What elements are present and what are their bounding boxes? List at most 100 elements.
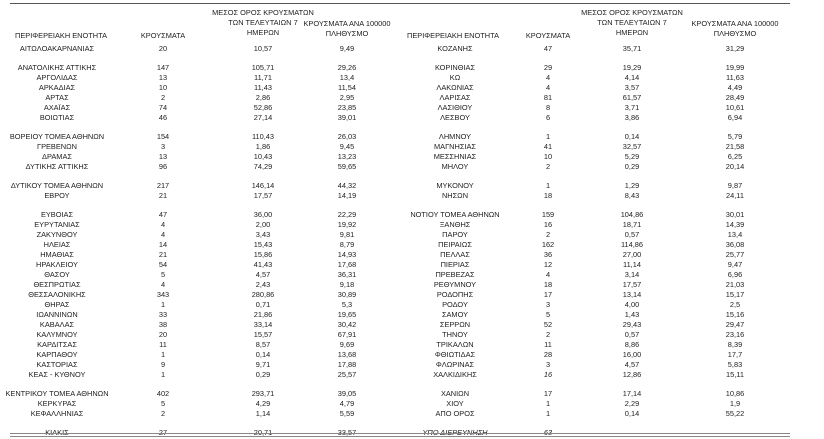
header-per100k-line2: ΠΛΗΘΥΣΜΟ (325, 29, 369, 38)
per100k-value: 26,03 (337, 132, 357, 141)
avg-7day-value: 0,71 (255, 300, 271, 309)
region-name: ΘΕΣΠΡΩΤΙΑΣ (33, 280, 81, 289)
per100k-value: 30,89 (337, 290, 357, 299)
per100k-value: 55,22 (725, 409, 745, 418)
region-name: ΚΑΛΥΜΝΟΥ (36, 330, 78, 339)
region-name: ΔΥΤΙΚΟΥ ΤΟΜΕΑ ΑΘΗΝΩΝ (10, 181, 104, 190)
avg-7day-value: 2,00 (255, 220, 271, 229)
cases-value: 5 (160, 399, 166, 408)
avg-7day-value: 15,43 (253, 240, 273, 249)
avg-7day-value: 11,14 (623, 260, 641, 269)
region-name: ΚΑΡΔΙΤΣΑΣ (37, 340, 77, 349)
avg-7day-value: 105,71 (251, 63, 275, 72)
per100k-value: 9,47 (727, 260, 743, 269)
region-name: ΕΥΡΥΤΑΝΙΑΣ (34, 220, 80, 229)
per100k-value: 33,57 (337, 428, 357, 437)
per100k-value: 5,59 (339, 409, 355, 418)
region-name: ΧΑΝΙΩΝ (440, 389, 470, 398)
cases-value: 4 (160, 230, 166, 239)
per100k-value: 17,7 (727, 350, 743, 359)
cases-value: 96 (158, 162, 168, 171)
top-rule (10, 3, 790, 4)
per100k-value: 5,83 (727, 360, 743, 369)
cases-value: 14 (158, 240, 168, 249)
region-name: ΚΟΖΑΝΗΣ (437, 44, 473, 53)
avg-7day-value: 0,14 (255, 350, 271, 359)
cases-value: 11 (544, 340, 552, 349)
avg-7day-value: 27,14 (253, 113, 273, 122)
per100k-value: 13,4 (339, 73, 355, 82)
avg-7day-value: 114,86 (620, 240, 644, 249)
cases-value: 8 (545, 103, 551, 112)
per100k-value: 15,17 (725, 290, 745, 299)
region-name: ΒΟΡΕΙΟΥ ΤΟΜΕΑ ΑΘΗΝΩΝ (9, 132, 105, 141)
cases-value: 10 (543, 152, 553, 161)
region-name: ΜΑΓΝΗΣΙΑΣ (434, 142, 476, 151)
cases-value: 27 (158, 428, 168, 437)
avg-7day-value: 4,14 (624, 73, 640, 82)
avg-7day-value: 0,57 (624, 230, 640, 239)
per100k-value: 22,29 (337, 210, 357, 219)
avg-7day-value: 16,00 (622, 350, 642, 359)
per100k-value: 36,31 (337, 270, 357, 279)
cases-value: 2 (545, 230, 551, 239)
region-name: ΝΟΤΙΟΥ ΤΟΜΕΑ ΑΘΗΝΩΝ (410, 210, 500, 219)
region-name: ΞΑΝΘΗΣ (439, 220, 471, 229)
cases-value: 147 (156, 63, 170, 72)
cases-value: 47 (158, 210, 168, 219)
avg-7day-value: 4,57 (624, 360, 640, 369)
cases-value: 13 (158, 73, 168, 82)
per100k-value: 14,39 (725, 220, 745, 229)
region-name: ΕΥΒΟΙΑΣ (40, 210, 74, 219)
cases-value: 36 (543, 250, 553, 259)
per100k-value: 28,49 (725, 93, 745, 102)
avg-7day-value: 17,57 (622, 280, 642, 289)
per100k-value: 15,11 (726, 370, 744, 379)
header-cases: ΚΡΟΥΣΜΑΤΑ (140, 31, 186, 40)
region-name: ΑΡΓΟΛΙΔΑΣ (36, 73, 78, 82)
avg-7day-value: 0,57 (624, 330, 640, 339)
avg-7day-value: 15,86 (253, 250, 273, 259)
avg-7day-value: 27,00 (622, 250, 642, 259)
header-avg-line2: ΤΩΝ ΤΕΛΕΥΤΑΙΩΝ 7 (228, 18, 298, 27)
region-name: ΑΠΟ ΟΡΟΣ (435, 409, 475, 418)
avg-7day-value: 2,43 (255, 280, 271, 289)
header-avg-line3: ΗΜΕΡΩΝ (615, 28, 649, 37)
cases-value: 33 (158, 310, 168, 319)
cases-value: 1 (545, 181, 551, 190)
avg-7day-value: 0,14 (624, 409, 640, 418)
cases-value: 63 (543, 428, 553, 437)
per100k-value: 4,49 (727, 83, 743, 92)
header-avg-line1: ΜΕΣΟΣ ΟΡΟΣ ΚΡΟΥΣΜΑΤΩΝ (212, 8, 314, 17)
avg-7day-value: 8,43 (624, 191, 640, 200)
per100k-value: 59,65 (337, 162, 357, 171)
per100k-value: 9,45 (339, 142, 355, 151)
avg-7day-value: 11,71 (254, 73, 272, 82)
region-name: ΑΡΤΑΣ (45, 93, 69, 102)
region-name: ΛΕΣΒΟΥ (440, 113, 470, 122)
header-per100k-line1: ΚΡΟΥΣΜΑΤΑ ΑΝΑ 100000 (303, 19, 391, 28)
avg-7day-value: 3,57 (624, 83, 640, 92)
left-table: ΠΕΡΙΦΕΡΕΙΑΚΗ ΕΝΟΤΗΤΑ ΚΡΟΥΣΜΑΤΑ ΜΕΣΟΣ ΟΡΟ… (5, 8, 391, 437)
region-name: ΚΕΑΣ - ΚΥΘΝΟΥ (28, 370, 86, 379)
region-name: ΚΑΣΤΟΡΙΑΣ (36, 360, 78, 369)
region-name: ΜΥΚΟΝΟΥ (436, 181, 474, 190)
per100k-value: 9,87 (727, 181, 743, 190)
per100k-value: 5,79 (727, 132, 743, 141)
header-region: ΠΕΡΙΦΕΡΕΙΑΚΗ ΕΝΟΤΗΤΑ (407, 31, 499, 40)
header-avg: ΜΕΣΟΣ ΟΡΟΣ ΚΡΟΥΣΜΑΤΩΝ ΤΩΝ ΤΕΛΕΥΤΑΙΩΝ 7 Η… (572, 8, 692, 38)
header-cases: ΚΡΟΥΣΜΑΤΑ (525, 31, 571, 40)
per100k-value: 9,69 (339, 340, 355, 349)
cases-value: 17 (543, 290, 553, 299)
cases-value: 159 (541, 210, 555, 219)
avg-7day-value: 3,14 (624, 270, 640, 279)
per100k-value: 11,54 (338, 83, 356, 92)
region-name: ΖΑΚΥΝΘΟΥ (36, 230, 78, 239)
per100k-value: 30,01 (725, 210, 745, 219)
avg-7day-value: 61,57 (622, 93, 642, 102)
region-name: ΚΟΡΙΝΘΙΑΣ (434, 63, 476, 72)
per100k-value: 6,94 (727, 113, 743, 122)
cases-value: 18 (543, 280, 553, 289)
per100k-value: 67,91 (337, 330, 357, 339)
